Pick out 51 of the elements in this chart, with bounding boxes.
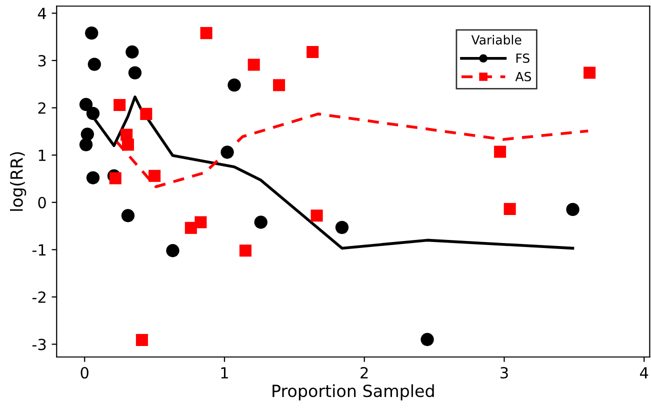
point	[121, 209, 135, 222]
y-tick-label: 4	[38, 8, 46, 20]
point	[86, 106, 100, 120]
point	[109, 172, 122, 184]
point	[148, 170, 161, 182]
point	[194, 216, 207, 228]
x-tick-label: 2	[360, 366, 368, 378]
point	[504, 202, 516, 215]
point	[566, 202, 580, 216]
x-tick-label: 4	[640, 367, 648, 378]
y-tick-label: -2	[32, 291, 46, 303]
point	[128, 66, 142, 80]
y-tick-label: 0	[38, 196, 46, 208]
point	[273, 79, 286, 92]
y-tick-label: 3	[38, 54, 46, 67]
point	[584, 66, 596, 79]
line-series	[115, 112, 590, 188]
point	[166, 244, 180, 258]
x-tick-label: 3	[500, 366, 508, 379]
point	[79, 98, 93, 112]
point	[126, 45, 139, 59]
y-axis-title: log(RR)	[10, 152, 26, 211]
legend-label: AS	[515, 72, 531, 82]
legend-title: Variable	[471, 34, 522, 45]
point	[248, 58, 260, 71]
y-tick-label: 1	[38, 150, 46, 161]
point	[228, 78, 241, 92]
point	[85, 26, 98, 40]
point	[494, 146, 506, 158]
point	[114, 98, 126, 111]
y-tick-label: -3	[32, 338, 46, 350]
point	[420, 332, 434, 346]
y-tick-label: -1	[32, 244, 46, 256]
point	[220, 146, 234, 159]
point	[239, 244, 252, 257]
y-tick-label: 2	[38, 102, 46, 114]
point	[86, 171, 100, 184]
point	[335, 220, 349, 234]
x-tick-label: 0	[80, 366, 88, 379]
x-axis-title: Proportion Sampled	[272, 384, 434, 400]
point	[254, 216, 268, 229]
point	[136, 334, 148, 346]
point	[310, 210, 323, 222]
point	[79, 138, 93, 152]
x-tick-label: 1	[221, 367, 228, 378]
legend-label: FS	[516, 53, 530, 63]
point	[88, 58, 101, 71]
point	[200, 27, 212, 40]
point	[306, 46, 319, 58]
point	[140, 108, 152, 120]
point	[122, 138, 134, 151]
